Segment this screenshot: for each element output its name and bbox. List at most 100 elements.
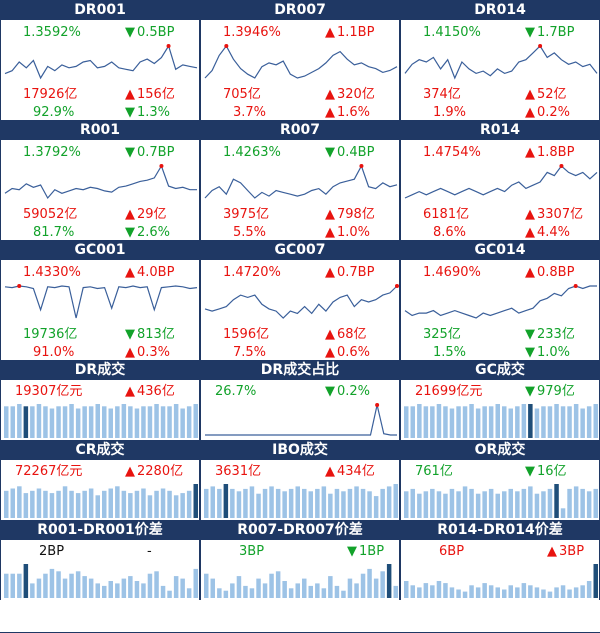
bar [141,488,146,518]
bp-change-text: 1.7BP [537,25,575,40]
bar [147,573,153,598]
max-point [359,164,364,168]
bar [469,585,474,598]
bar [275,488,281,518]
bar [262,488,268,518]
rate-value: 1.4754% [423,145,481,160]
down-triangle-icon: ▼ [325,384,335,399]
bar [410,488,415,518]
bar [423,406,429,438]
bar [373,578,379,598]
bar [495,493,500,518]
bar [495,404,500,438]
rate-sparkline [4,284,198,319]
panel-volume: IBO成交 3631亿 ▲ 434亿 [200,440,400,520]
bar [547,406,553,438]
bar [386,486,392,518]
series-line [204,44,398,79]
series-line [204,285,398,319]
up-triangle-icon: ▲ [525,265,535,280]
share-change-text: 0.3% [137,345,171,360]
bp-change-text: 0.8BP [537,265,575,280]
max-point [166,44,171,48]
bar [217,488,222,518]
spread-bar-chart [4,564,198,598]
share-change: ▲ 4.4% [525,225,570,240]
volume-change: ▲ 798亿 [325,207,375,223]
bar [141,583,146,598]
bar [586,581,592,598]
bar [75,493,81,518]
volume-change: ▲ 434亿 [325,464,375,480]
up-triangle-icon: ▲ [525,145,535,160]
down-triangle-icon: ▼ [525,384,535,399]
up-triangle-icon: ▲ [525,225,535,240]
bar [380,488,385,518]
panel-title: R001 [1,120,199,140]
bar [82,490,87,518]
panel-rate: R014 1.4754% ▲ 1.8BP 6181亿 ▲ 3307亿 8.6% ▲ 4.4% [400,120,600,240]
bar [328,493,333,518]
volume-change: ▼ 233亿 [525,327,575,343]
max-point [538,44,543,48]
up-triangle-icon: ▲ [125,207,135,222]
max-point [375,403,380,407]
bar [554,484,559,518]
bar [360,573,366,598]
bar [469,488,474,518]
panel-rate: GC014 1.4690% ▲ 0.8BP 325亿 ▼ 233亿 1.5% ▼ 1.0% [400,240,600,360]
bar [580,488,585,518]
bar [10,488,15,518]
bar [449,488,455,518]
share-change-text: 0.2% [537,105,571,120]
bar [88,488,94,518]
bar [128,576,133,598]
bar [49,408,55,438]
bar [108,488,113,518]
bar [334,488,340,518]
share-value: 3.7% [233,105,267,120]
bar [36,578,42,598]
bar [373,496,379,518]
bar [593,488,598,518]
bp-change: ▲ 0.8BP [525,265,574,281]
bar [534,408,540,438]
share-change-text: 1.0% [537,345,571,360]
bar [210,486,215,518]
panel-title: DR001 [1,0,199,20]
down-triangle-icon: ▼ [125,25,135,40]
bar [186,490,192,518]
volume-change-text: 68亿 [337,327,367,342]
bar [108,408,113,438]
bar [462,591,468,598]
share-value: 81.7% [33,225,75,240]
max-point [224,44,229,48]
bar [436,581,442,598]
bar [243,488,248,518]
bar [308,585,313,598]
bar [404,406,409,438]
volume-change-text: 979亿 [537,384,575,399]
volume-change: ▲ 68亿 [325,327,367,343]
rate-value: 1.4690% [423,265,481,280]
volume-change-text: 233亿 [537,327,575,342]
bar [580,408,585,438]
panel-title: CR成交 [1,440,199,460]
max-point [573,284,578,288]
down-triangle-icon: ▼ [347,544,357,559]
bar [436,491,442,518]
bar [154,404,159,438]
bar [321,486,327,518]
bar [36,488,42,518]
bp-change: ▼ 0.7BP [125,145,174,161]
rate-value: 1.3946% [223,25,281,40]
bar [508,585,513,598]
bar [508,488,513,518]
volume-total: 72267亿元 [15,464,83,479]
share-change-text: 0.6% [337,345,371,360]
volume-value: 19736亿 [23,327,78,342]
bar [62,486,68,518]
up-triangle-icon: ▲ [525,207,535,222]
bar [193,484,198,518]
panel-title: R014-DR014价差 [401,520,599,540]
